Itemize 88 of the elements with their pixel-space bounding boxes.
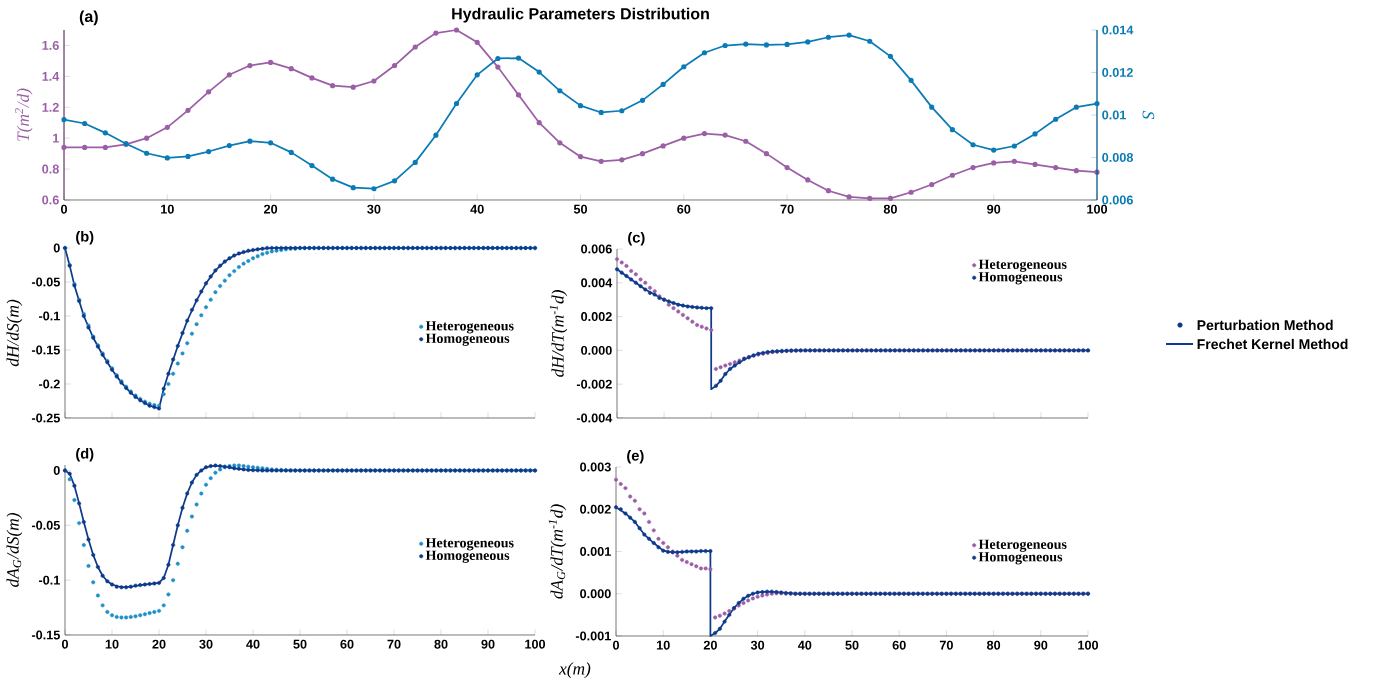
y-tick-label: 0.006 [581,244,612,254]
legend-label: Homogeneous [425,550,510,563]
x-tick-label: 50 [293,639,307,649]
x-tick-label: 0 [61,639,69,649]
x-tick-label: 100 [525,639,546,649]
y-tick-label: 0 [53,243,60,253]
x-tick-label: 50 [845,640,859,650]
y-tick-label: -0.05 [31,520,60,530]
y-axis-title: dH/dT(m$^{-1}$d) [549,290,568,377]
chart-title: (c) [628,231,645,246]
chart-title: (e) [627,449,644,464]
y2-axis-title: S [1142,110,1155,120]
legend-label: Heterogeneous [978,259,1067,272]
y-tick-label: -0.1 [38,575,60,585]
x-tick-label: 70 [780,204,794,214]
y-axis-title: dA$_{G}$/dS(m) [6,513,23,587]
x-tick-label: 90 [481,639,495,649]
y-tick-label: -0.004 [576,413,613,423]
y-axis-title: dH/dS(m) [6,299,23,367]
x-tick-label: 70 [939,640,953,650]
y-tick-label: 0 [53,465,60,475]
y-axis-title: dA$_{G}$/dT(m$^{-1}$d) [548,504,567,599]
x-tick-label: 80 [883,204,897,214]
y-tick-label: 0.000 [580,589,611,599]
legend-label: Perturbation Method [1197,319,1333,331]
y-tick-label: 0.001 [580,547,611,556]
x-tick-label: 40 [470,204,484,214]
x-tick-label: 40 [797,640,812,650]
y-tick-label: 1.4 [42,71,60,81]
x-tick-label: 10 [161,204,174,214]
chart-title: (d) [76,447,94,462]
x-tick-label: 30 [199,639,213,649]
legend-label: Homogeneous [978,552,1063,565]
y2-tick-label: 0.008 [1102,153,1134,162]
x-tick-label: 100 [1087,204,1108,214]
x-tick-label: 70 [387,639,401,649]
y-tick-label: -0.1 [38,311,60,321]
x-tick-label: 90 [1034,640,1048,650]
text: (a) [79,10,98,26]
y-tick-label: -0.15 [31,630,60,640]
y-tick-label: -0.002 [576,379,612,389]
x-axis-title: x(m) [558,662,591,678]
y-tick-label: 1.2 [42,102,59,112]
x-tick-label: 100 [1078,640,1099,650]
y-tick-label: 0.002 [581,312,612,322]
legend-label: Heterogeneous [425,321,514,334]
x-tick-label: 60 [677,204,691,214]
y-tick-label: -0.2 [38,379,60,389]
y-tick-label: 0.003 [580,462,611,472]
y-tick-label: -0.25 [31,413,60,423]
x-tick-label: 80 [986,640,1001,650]
y-tick-label: 0.000 [581,345,612,355]
chart-title: Hydraulic Parameters Distribution [452,7,709,23]
x-tick-label: 40 [246,639,260,649]
chart-title: (b) [76,230,94,245]
y-tick-label: -0.05 [31,277,60,287]
legend-label: Heterogeneous [978,539,1067,552]
y-axis-title: T(m$^{2}$/d) [15,88,33,141]
x-tick-label: 90 [987,204,1001,214]
legend-label: Heterogeneous [425,538,514,551]
y-tick-label: 1.6 [42,40,59,50]
x-tick-label: 0 [60,204,68,214]
x-tick-label: 30 [367,204,381,214]
x-tick-label: 30 [750,640,765,650]
y-tick-label: -0.15 [31,345,60,355]
y-tick-label: 0.8 [42,164,59,174]
legend-label: Homogeneous [425,333,510,346]
y2-tick-label: 0.014 [1102,25,1134,35]
y2-tick-label: 0.01 [1102,110,1127,120]
x-tick-label: 20 [264,204,278,214]
x-tick-label: 10 [105,639,119,649]
y-tick-label: 0.6 [42,195,59,205]
x-tick-label: 20 [703,640,717,650]
x-tick-label: 80 [434,639,448,649]
x-tick-label: 0 [612,640,620,650]
x-tick-label: 60 [892,640,906,650]
y2-tick-label: 0.006 [1102,195,1133,205]
y-tick-label: 0.004 [581,278,613,288]
y-tick-label: 0.002 [580,504,611,514]
y-tick-label: 1 [53,133,59,143]
x-tick-label: 50 [573,204,588,214]
y2-tick-label: 0.012 [1102,68,1133,77]
legend-label: Frechet Kernel Method [1197,338,1348,350]
x-tick-label: 10 [656,640,670,650]
y-tick-label: -0.001 [575,631,611,641]
x-tick-label: 60 [340,639,354,649]
x-tick-label: 20 [152,639,166,649]
legend-label: Homogeneous [978,272,1063,285]
